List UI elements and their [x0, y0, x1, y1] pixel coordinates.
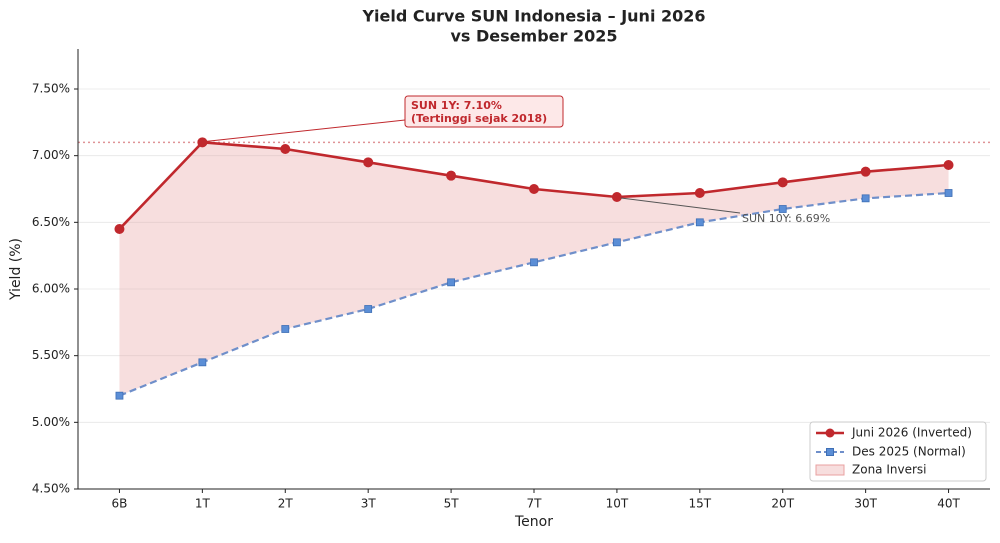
point [197, 137, 208, 148]
y-tick-label: 6.00% [32, 282, 70, 296]
legend-box [809, 421, 987, 482]
point [611, 192, 622, 202]
x-tick-label: 7T [527, 497, 543, 511]
chart-title: vs Desember 2025 [451, 27, 618, 46]
legend-label: Zona Inversi [852, 463, 926, 477]
x-tick-label: 2T [278, 497, 294, 511]
annotation-arrow [206, 119, 406, 142]
y-tick-label: 5.00% [32, 415, 70, 429]
x-tick-label: 40T [937, 497, 960, 511]
legend-swatch [825, 428, 835, 438]
point [280, 144, 291, 154]
point [114, 224, 125, 234]
legend-label: Juni 2026 (Inverted) [851, 426, 972, 440]
point [198, 358, 207, 367]
point [778, 205, 787, 213]
annotation-arrow [620, 197, 741, 214]
y-tick-label: 6.50% [32, 215, 70, 229]
x-axis-label: Tenor [514, 514, 553, 530]
x-tick-label: 30T [854, 497, 877, 511]
point [777, 177, 788, 188]
point [529, 184, 539, 194]
point [281, 325, 290, 333]
annotation-box [404, 95, 564, 128]
point [944, 189, 953, 197]
legend-label: Des 2025 (Normal) [852, 445, 966, 459]
annotation-text: (Tertinggi sejak 2018) [411, 112, 547, 125]
x-tick-label: 6B [112, 497, 128, 511]
x-tick-label: 15T [689, 497, 712, 511]
x-tick-label: 3T [361, 497, 377, 511]
annotation-text: SUN 10Y: 6.69% [742, 212, 830, 225]
x-tick-label: 1T [195, 497, 211, 511]
inversion-zone [119, 142, 949, 396]
y-tick-label: 5.50% [32, 348, 70, 362]
point [530, 258, 538, 267]
x-tick-label: 20T [771, 497, 794, 511]
y-tick-label: 4.50% [32, 482, 70, 496]
point [943, 160, 954, 170]
point [613, 238, 621, 247]
x-tick-label: 10T [606, 497, 629, 511]
y-tick-label: 7.50% [32, 82, 70, 96]
y-tick-label: 7.00% [32, 148, 70, 162]
point [694, 188, 705, 198]
legend-swatch [826, 448, 834, 456]
point [447, 278, 455, 287]
annotation-text: SUN 1Y: 7.10% [411, 99, 502, 112]
point [695, 218, 704, 227]
point [364, 305, 373, 313]
legend-swatch [815, 464, 845, 476]
x-tick-label: 5T [444, 497, 460, 511]
y-axis-label: Yield (%) [8, 238, 24, 301]
point [446, 170, 457, 181]
point [115, 391, 124, 400]
point [363, 157, 374, 168]
point [861, 194, 870, 203]
point [860, 166, 871, 177]
series-line [119, 191, 949, 397]
chart-title: Yield Curve SUN Indonesia – Juni 2026 [361, 7, 705, 26]
